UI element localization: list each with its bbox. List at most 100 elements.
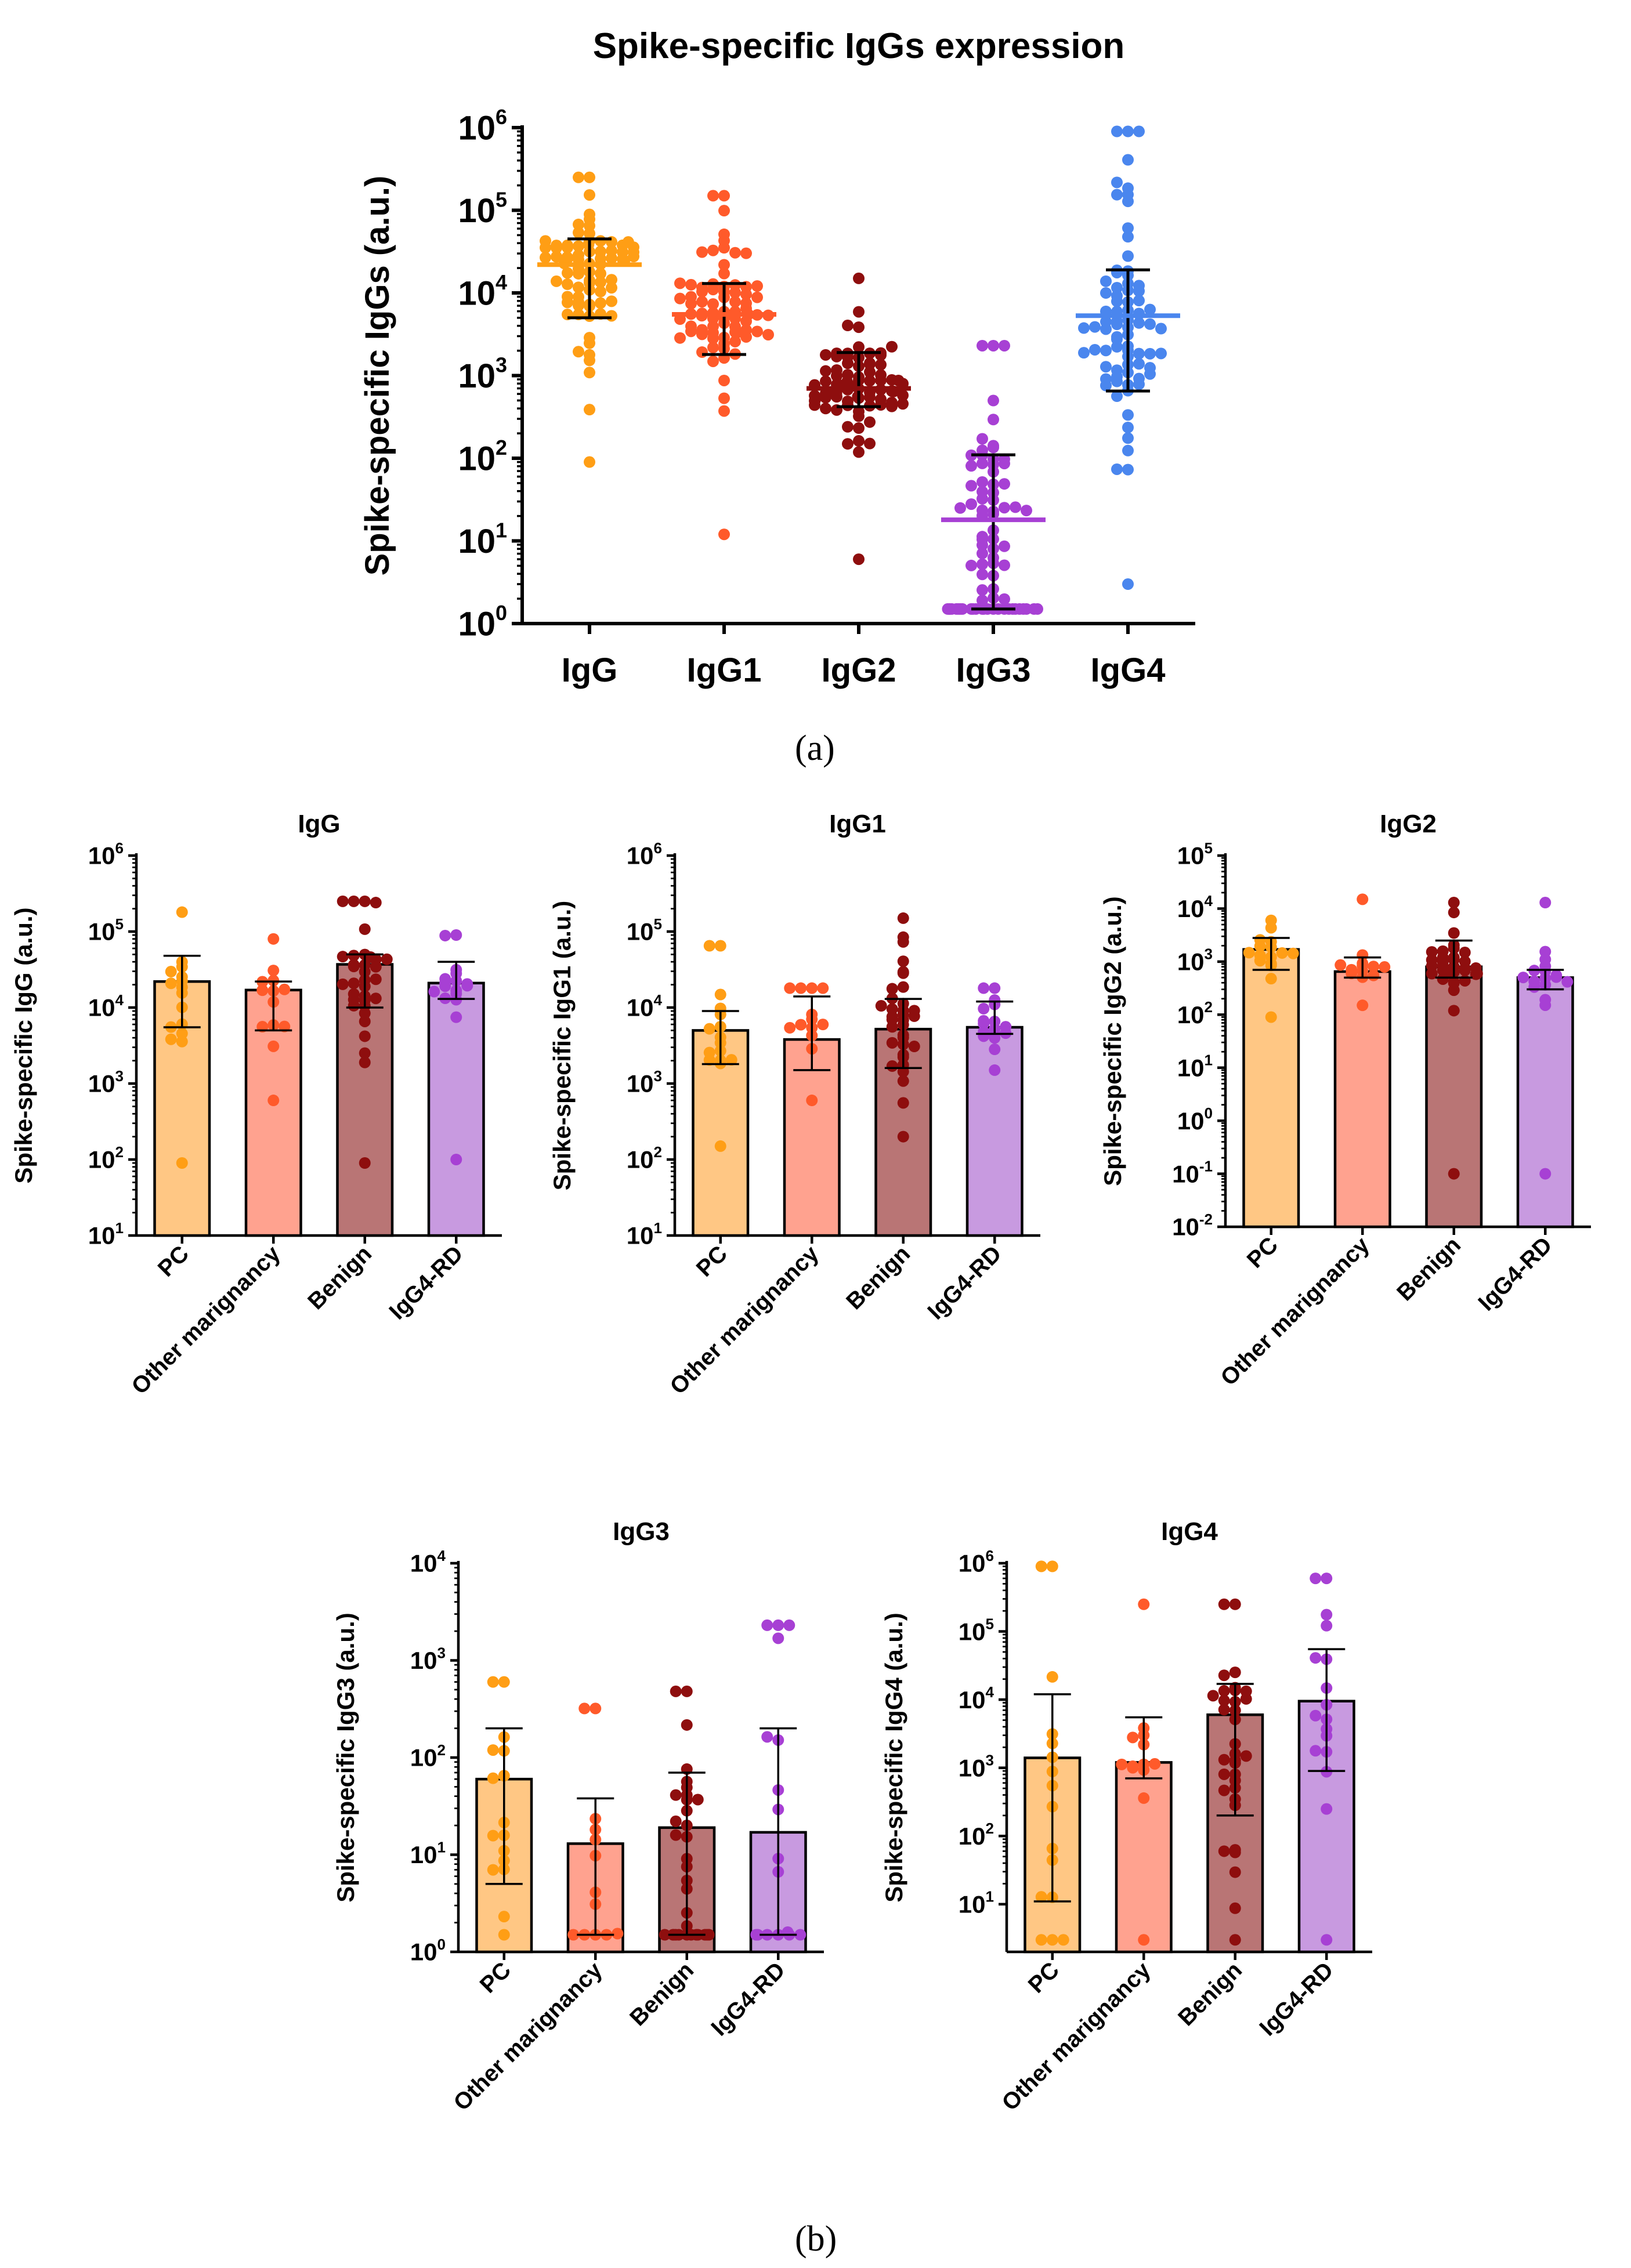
y-tick-label: 103 [88, 1067, 124, 1097]
data-point-igg3 [977, 595, 988, 607]
data-point-igg3 [1028, 603, 1040, 615]
data-point-igg4 [1122, 231, 1134, 243]
data-point-benign [1448, 907, 1460, 919]
data-point-igg4-rd [1310, 1745, 1322, 1757]
data-point-igg4-rd [1000, 1021, 1012, 1033]
data-point-benign [348, 977, 360, 990]
data-point-igg4 [1133, 125, 1145, 137]
data-point-igg4-rd [978, 1002, 990, 1015]
data-point-benign [1229, 1666, 1241, 1679]
data-point-igg [628, 246, 639, 258]
data-point-igg4 [1100, 275, 1112, 287]
data-point-other-marignancy [806, 1095, 818, 1107]
data-point-other-marignancy [267, 965, 280, 977]
data-point-benign [897, 981, 909, 993]
data-point-igg4-rd [450, 929, 462, 941]
x-tick-label-other-marignancy: Other marignancy [449, 1957, 607, 2116]
y-tick-label: 105 [458, 188, 507, 230]
y-tick-label: 101 [410, 1838, 446, 1868]
data-point-benign [1218, 1784, 1230, 1796]
y-tick-label: 101 [458, 519, 507, 560]
data-point-igg3 [1014, 603, 1026, 615]
data-point-igg4-rd [428, 986, 440, 998]
data-point-other-marignancy [1138, 1792, 1150, 1804]
chart-b3: IgG2 Spike-specific IgG2 (a.u.) 10-2 10-1 10… [1099, 810, 1591, 1390]
bar-other-marignancy [1333, 970, 1391, 1229]
data-point-igg4-rd [1321, 1608, 1333, 1621]
data-point-pc [1046, 1560, 1058, 1573]
data-point-benign [348, 895, 360, 907]
data-point-other-marignancy [267, 1040, 280, 1052]
data-point-other-marignancy [1127, 1760, 1139, 1772]
data-point-igg1 [718, 528, 730, 541]
data-point-benign [681, 1719, 693, 1731]
x-tick-label-benign: Benign [625, 1957, 699, 2031]
data-point-benign [1218, 1598, 1230, 1610]
data-point-benign [670, 1815, 682, 1827]
data-point-igg3 [999, 478, 1010, 490]
data-point-igg1 [674, 332, 686, 344]
chart-b1: IgG Spike-specific IgG (a.u.) 101 102 103 104… [10, 810, 502, 1399]
data-point-igg4-rd [989, 1044, 1001, 1056]
data-point-igg1 [685, 320, 697, 332]
data-point-igg4-rd [1321, 1573, 1333, 1585]
data-point-igg [540, 252, 551, 264]
bar-pc [1242, 948, 1300, 1229]
data-point-igg4-rd [439, 973, 451, 985]
data-point-benign [359, 895, 371, 907]
y-tick-label: 106 [88, 839, 124, 869]
data-point-pc [703, 1046, 715, 1059]
data-point-igg1 [751, 291, 763, 303]
data-point-igg2 [886, 400, 898, 412]
data-point-igg4 [1089, 343, 1101, 356]
data-point-igg3 [977, 558, 988, 570]
y-tick-label: 105 [88, 915, 124, 945]
data-point-igg4 [1111, 125, 1123, 137]
data-point-pc [1046, 1671, 1058, 1683]
x-tick-label-igg4: IgG4 [1091, 651, 1166, 689]
data-point-igg1 [729, 287, 741, 299]
y-tick-label: 104 [1177, 892, 1213, 922]
data-point-benign [1240, 1693, 1252, 1705]
bar-other-marignancy [783, 1038, 841, 1237]
y-axis-label: Spike-specific IgGs (a.u.) [359, 176, 396, 576]
data-point-igg [595, 297, 606, 309]
bar-other-marignancy [1115, 1761, 1173, 1954]
data-point-benign [897, 1131, 909, 1143]
data-point-igg2 [842, 357, 854, 369]
data-point-igg2 [864, 437, 876, 450]
chart-b2: IgG1 Spike-specific IgG1 (a.u.) 101 102 103 1… [548, 810, 1040, 1399]
x-tick-label-igg1: IgG1 [687, 651, 762, 689]
data-point-other-marignancy [578, 1702, 591, 1715]
data-point-igg2 [842, 421, 854, 433]
data-point-igg4-rd [450, 1011, 462, 1023]
x-tick-label-igg4-rd: IgG4-RD [384, 1241, 468, 1324]
data-point-igg4-rd [1550, 969, 1563, 981]
data-point-benign [1448, 1005, 1460, 1017]
data-point-benign [359, 1047, 371, 1059]
data-point-igg [595, 285, 606, 298]
bar-igg4-rd [1516, 976, 1574, 1229]
data-point-igg [573, 291, 584, 303]
x-tick-label-benign: Benign [1392, 1232, 1466, 1306]
data-point-igg4-rd [978, 982, 990, 994]
panel-label-a: (a) [795, 729, 835, 768]
data-point-igg1 [696, 296, 708, 308]
data-point-igg1 [718, 190, 730, 202]
data-point-igg [584, 456, 595, 468]
data-point-igg4-rd [761, 1619, 773, 1631]
data-point-igg2 [853, 405, 865, 418]
data-point-benign [348, 988, 360, 1000]
data-point-igg1 [707, 298, 719, 310]
data-point-benign [359, 1056, 371, 1068]
data-point-benign [1218, 1669, 1230, 1682]
data-point-pc [714, 988, 726, 1001]
data-point-benign [1426, 946, 1438, 958]
x-tick-label-other-marignancy: Other marignancy [126, 1241, 285, 1400]
data-point-benign [875, 1000, 887, 1012]
chart-b4: IgG3 Spike-specific IgG3 (a.u.) 100 101 102 1… [332, 1517, 824, 2115]
data-point-igg2 [875, 358, 887, 371]
y-tick-label: 101 [959, 1888, 994, 1918]
data-point-benign [359, 1015, 371, 1027]
data-point-igg3 [977, 476, 988, 488]
